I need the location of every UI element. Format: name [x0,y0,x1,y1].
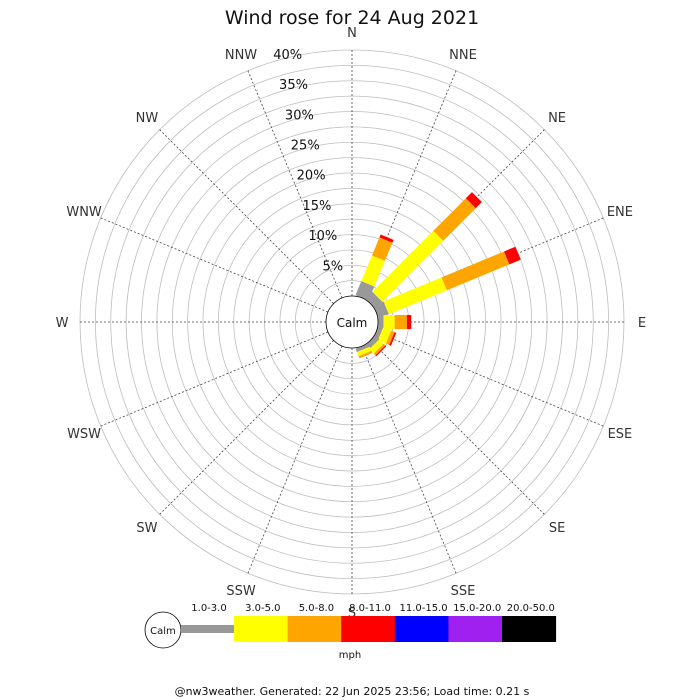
spoke-sw [159,340,334,515]
direction-label-s: S [348,606,356,621]
calm-circle [325,295,379,349]
spoke-wsw [100,331,329,427]
grid-circle [94,64,610,580]
direction-label-e: E [638,316,646,331]
bar-sse-bin-2 [358,350,373,359]
bar-ene-bin-1 [383,277,447,315]
legend-label-3: 8.0-11.0 [349,603,391,614]
legend-swatch-3 [341,616,396,642]
bar-se-bin-2 [373,343,386,356]
grid-circle [202,172,502,472]
spoke-wnw [100,217,329,313]
bar-ese-bin-0 [373,325,384,341]
bar-se-bin-3 [375,345,387,357]
legend-swatch-5 [448,616,503,642]
bar-ne-bin-3 [465,192,482,209]
bar-ese-bin-1 [377,327,392,344]
bar-sse-bin-0 [355,343,370,353]
radial-tick-5: 5% [323,259,344,274]
spoke-ssw [247,345,343,574]
grid-circle [187,157,517,487]
radial-tick-40: 40% [273,48,302,63]
direction-label-nne: NNE [449,48,477,63]
bar-ese-bin-2 [385,330,395,346]
bar-ese-bin-3 [389,332,397,346]
calm-label: Calm [337,316,368,330]
legend-label-2: 5.0-8.0 [299,603,334,614]
radial-tick-15: 15% [303,199,332,214]
direction-label-ese: ESE [608,427,633,442]
radial-tick-20: 20% [297,169,326,184]
radial-tick-25: 25% [291,139,320,154]
legend-label-6: 20.0-50.0 [507,603,555,614]
grid-circle [217,187,487,457]
direction-label-nnw: NNW [225,48,257,63]
spoke-se [370,340,545,515]
bar-nne-bin-1 [361,255,385,287]
bar-nne-bin-2 [371,237,393,261]
bar-ne-bin-0 [365,291,383,309]
spoke-ese [375,331,604,427]
calm-center: Calm [325,295,379,349]
spoke-sse [361,345,457,574]
direction-label-ssw: SSW [226,584,256,599]
speed-legend: Calm mph 1.0-3.0 3.0-5.0 5.0-8.0 8.0-11.0 11… [144,603,557,661]
legend-label-1: 3.0-5.0 [245,603,280,614]
legend-swatch-2 [287,616,342,642]
bar-ne-bin-2 [433,198,476,241]
direction-label-sw: SW [136,521,157,536]
bar-ene-bin-3 [504,246,521,265]
radial-tick-10: 10% [308,229,337,244]
legend-units: mph [339,650,361,661]
direction-label-sse: SSE [451,584,476,599]
direction-label-ene: ENE [607,205,633,220]
grid-circle [125,95,579,549]
footer-text: @nw3weather. Generated: 22 Jun 2025 23:5… [175,685,530,698]
bar-nne-bin-3 [379,234,394,243]
legend-swatch-4 [394,616,449,642]
direction-label-wnw: WNW [66,205,102,220]
bar-se-bin-1 [369,339,384,354]
legend-label-5: 15.0-20.0 [453,603,501,614]
direction-label-ne: NE [548,111,566,126]
spoke-nw [159,129,334,304]
grid-circle [110,80,594,564]
legend-calm-label: Calm [150,626,176,637]
direction-label-wsw: WSW [67,427,101,442]
bar-se-bin-0 [365,335,380,350]
legend-label-0: 1.0-3.0 [191,603,226,614]
legend-swatch-1 [234,616,289,642]
bar-ene-bin-0 [373,301,389,319]
legend-swatch-6 [502,616,557,642]
radial-tick-labels: 5% 10% 15% 20% 25% 30% 35% 40% [273,48,343,274]
direction-labels: N NNE NE ENE E ESE SE SSE S SSW SW WSW W WNW NW NNW [56,26,647,621]
radial-tick-30: 30% [285,108,314,123]
direction-label-w: W [56,316,69,331]
spoke-nnw [247,70,343,299]
direction-label-n: N [347,26,357,41]
wind-bars [355,192,521,359]
grid-circle [279,249,425,395]
bar-ne-bin-1 [372,230,444,302]
bar-ene-bin-2 [441,251,510,291]
direction-label-se: SE [549,521,565,536]
bar-nne-bin-0 [355,281,375,301]
direction-label-nw: NW [136,111,159,126]
legend-label-4: 11.0-15.0 [400,603,448,614]
chart-title: Wind rose for 24 Aug 2021 [225,7,479,29]
bar-sse-bin-1 [356,346,372,357]
radial-tick-35: 35% [279,78,308,93]
